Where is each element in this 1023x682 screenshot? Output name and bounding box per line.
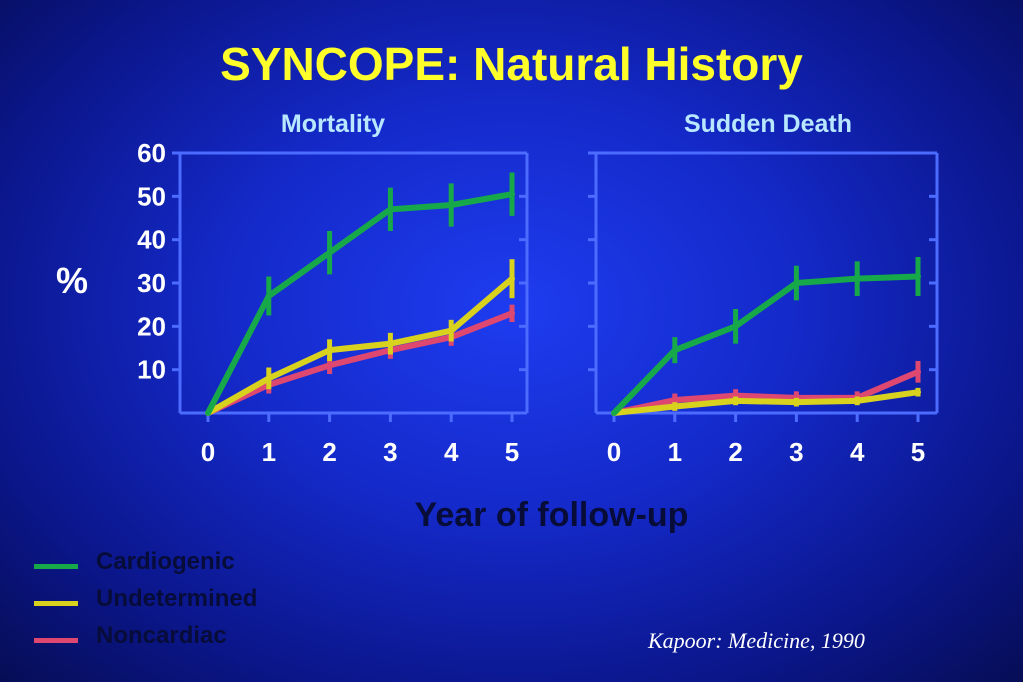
legend-swatch-noncardiac <box>34 638 78 643</box>
series-undetermined <box>611 387 921 416</box>
slide-title: SYNCOPE: Natural History <box>220 38 803 90</box>
series-undetermined <box>205 259 515 416</box>
mortality-chart: 10 20 30 40 50 60 0 1 2 3 4 5 <box>137 138 529 467</box>
x-tick-label: 3 <box>789 437 803 467</box>
x-tick-label: 3 <box>383 437 397 467</box>
series-line-noncardiac <box>205 310 515 416</box>
legend-label-undetermined: Undetermined <box>96 585 258 612</box>
y-tick-label: 20 <box>137 311 166 341</box>
legend-swatch-undetermined <box>34 601 78 606</box>
series-cardiogenic <box>611 257 921 416</box>
x-tick-label: 2 <box>728 437 742 467</box>
x-tick-label: 5 <box>505 437 519 467</box>
legend-swatch-cardiogenic <box>34 564 78 569</box>
legend-label-cardiogenic: Cardiogenic <box>96 548 235 575</box>
x-tick-label: 5 <box>911 437 925 467</box>
series-line-undetermined <box>205 275 515 416</box>
x-axis-label: Year of follow-up <box>414 496 689 534</box>
y-axis-label: % <box>56 260 89 301</box>
x-tick-label: 0 <box>607 437 621 467</box>
y-tick-label: 50 <box>137 181 166 211</box>
x-tick-label: 4 <box>444 437 459 467</box>
legend-label-noncardiac: Noncardiac <box>96 622 227 649</box>
x-tick-label: 0 <box>201 437 215 467</box>
y-tick-label: 40 <box>137 225 166 255</box>
y-tick-label: 30 <box>137 268 166 298</box>
series-line-cardiogenic <box>205 191 515 416</box>
series-line-cardiogenic <box>611 273 921 416</box>
mortality-panel-title: Mortality <box>280 110 386 138</box>
sudden-death-chart: 0 1 2 3 4 5 <box>588 151 939 467</box>
series-line-noncardiac <box>611 368 921 416</box>
series-cardiogenic <box>205 172 515 416</box>
y-tick-label: 10 <box>137 355 166 385</box>
x-tick-label: 1 <box>668 437 682 467</box>
x-tick-label: 1 <box>262 437 276 467</box>
x-tick-label: 4 <box>850 437 865 467</box>
x-tick-label: 2 <box>322 437 336 467</box>
sudden-death-panel-title: Sudden Death <box>683 110 853 138</box>
y-tick-label: 60 <box>137 138 166 168</box>
citation: Kapoor: Medicine, 1990 <box>648 628 865 653</box>
series-line-undetermined <box>611 389 921 416</box>
